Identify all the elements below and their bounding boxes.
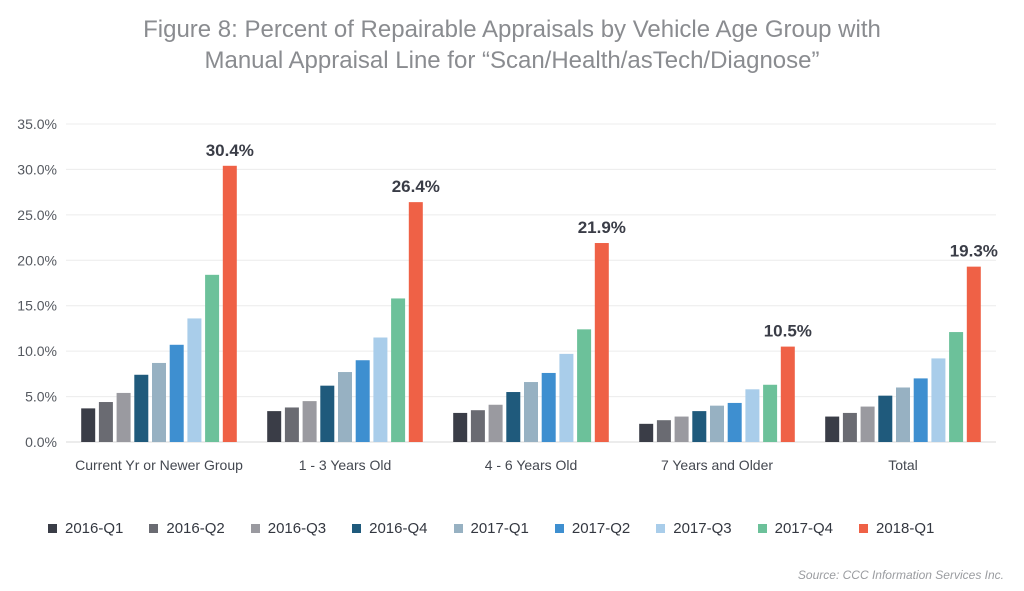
legend-item: 2016-Q3	[250, 520, 327, 537]
bar-2016-Q3-0	[116, 392, 131, 442]
bar-2016-Q4-4	[878, 395, 893, 442]
bar-2016-Q4-0	[134, 374, 149, 442]
legend-item: 2017-Q4	[757, 520, 833, 537]
legend-swatch	[250, 524, 260, 533]
bar-2017-Q4-4	[949, 332, 964, 442]
data-label: 19.3%	[950, 242, 998, 261]
bar-2017-Q2-0	[169, 344, 184, 442]
legend-label: 2016-Q4	[369, 520, 428, 537]
bar-2016-Q2-1	[284, 407, 299, 442]
legend-item: 2017-Q3	[656, 520, 732, 537]
bar-2017-Q3-4	[931, 358, 946, 442]
bar-2017-Q4-3	[763, 384, 778, 442]
legend-label: 2018-Q1	[876, 520, 935, 537]
legend-item: 2016-Q1	[48, 520, 123, 537]
legend-label: 2016-Q2	[166, 520, 225, 537]
bar-2017-Q1-4	[896, 387, 910, 442]
legend-label: 2017-Q2	[571, 520, 631, 537]
bar-2017-Q3-2	[559, 353, 574, 442]
legend-item: 2016-Q4	[352, 520, 428, 537]
bar-2017-Q2-1	[355, 360, 370, 442]
bar-2016-Q2-2	[470, 410, 485, 442]
y-tick-label: 35.0%	[17, 116, 57, 132]
bar-2016-Q1-3	[639, 423, 654, 442]
bar-2017-Q2-2	[541, 372, 556, 442]
y-tick-label: 0.0%	[25, 434, 57, 450]
bar-2017-Q3-1	[373, 337, 388, 442]
bar-2016-Q3-4	[860, 406, 875, 442]
bar-2016-Q3-2	[488, 404, 503, 442]
bar-2018-Q1-4	[966, 266, 981, 442]
bar-2017-Q2-3	[727, 402, 742, 442]
x-category-label: 7 Years and Older	[661, 457, 773, 473]
chart-legend: 2016-Q1 2016-Q2 2016-Q3 2016-Q4 2017-Q1 2017-…	[48, 520, 960, 537]
x-category-label: Total	[888, 457, 918, 473]
bar-2016-Q4-3	[692, 411, 707, 442]
bar-2016-Q1-0	[81, 408, 96, 442]
bar-2017-Q1-3	[710, 405, 724, 442]
bar-2016-Q1-2	[453, 412, 468, 442]
bar-2016-Q4-2	[506, 392, 521, 442]
y-tick-label: 5.0%	[25, 389, 57, 405]
y-tick-label: 30.0%	[17, 161, 57, 177]
bar-2016-Q2-4	[842, 412, 857, 442]
y-tick-label: 25.0%	[17, 207, 57, 223]
legend-label: 2016-Q1	[65, 520, 124, 537]
legend-swatch	[48, 524, 57, 533]
data-label: 26.4%	[392, 177, 440, 196]
legend-item: 2016-Q2	[149, 520, 225, 537]
bar-2017-Q1-0	[152, 362, 166, 442]
bar-2016-Q3-1	[302, 401, 317, 442]
bar-2017-Q4-1	[391, 298, 406, 442]
legend-swatch	[859, 524, 868, 533]
bar-2016-Q3-3	[674, 416, 689, 442]
x-category-label: 1 - 3 Years Old	[299, 457, 392, 473]
bar-2017-Q3-3	[745, 389, 760, 442]
y-tick-label: 20.0%	[17, 252, 57, 268]
legend-label: 2017-Q3	[673, 520, 732, 537]
legend-label: 2016-Q3	[267, 520, 327, 537]
bar-2017-Q4-0	[205, 274, 220, 442]
bar-2017-Q4-2	[577, 329, 592, 442]
legend-item: 2017-Q2	[554, 520, 631, 537]
legend-swatch	[554, 524, 564, 533]
bar-2017-Q1-1	[338, 372, 352, 442]
legend-swatch	[352, 524, 362, 533]
bar-2017-Q1-2	[524, 382, 538, 442]
bar-2016-Q2-0	[98, 402, 113, 442]
data-label: 21.9%	[578, 218, 626, 237]
bar-2018-Q1-1	[408, 202, 423, 442]
data-label: 10.5%	[764, 322, 812, 341]
legend-label: 2017-Q1	[470, 520, 529, 537]
bar-2017-Q2-4	[913, 378, 928, 442]
data-label: 30.4%	[206, 141, 254, 160]
y-tick-label: 15.0%	[17, 298, 57, 314]
legend-swatch	[656, 524, 666, 533]
bar-2018-Q1-0	[222, 165, 237, 442]
chart-title-line-2: Manual Appraisal Line for “Scan/Health/a…	[204, 47, 820, 74]
bar-2016-Q1-4	[825, 416, 840, 442]
bar-2016-Q1-1	[267, 411, 282, 442]
legend-swatch	[757, 524, 767, 533]
x-category-label: 4 - 6 Years Old	[485, 457, 578, 473]
legend-item: 2018-Q1	[859, 520, 934, 537]
source-note: Source: CCC Information Services Inc.	[797, 568, 1004, 582]
bar-2018-Q1-3	[780, 346, 795, 442]
legend-item: 2017-Q1	[453, 520, 529, 537]
bar-2016-Q2-3	[656, 420, 671, 442]
chart-title: Figure 8: Percent of Repairable Appraisa…	[0, 14, 1024, 76]
legend-label: 2017-Q4	[774, 520, 833, 537]
x-category-label: Current Yr or Newer Group	[75, 457, 243, 473]
bar-2017-Q3-0	[187, 318, 202, 442]
legend-swatch	[453, 524, 463, 533]
y-tick-label: 10.0%	[17, 343, 57, 359]
bar-2016-Q4-1	[320, 385, 335, 442]
chart-title-line-1: Figure 8: Percent of Repairable Appraisa…	[143, 16, 881, 43]
bar-2018-Q1-2	[594, 243, 609, 442]
legend-swatch	[149, 524, 159, 533]
